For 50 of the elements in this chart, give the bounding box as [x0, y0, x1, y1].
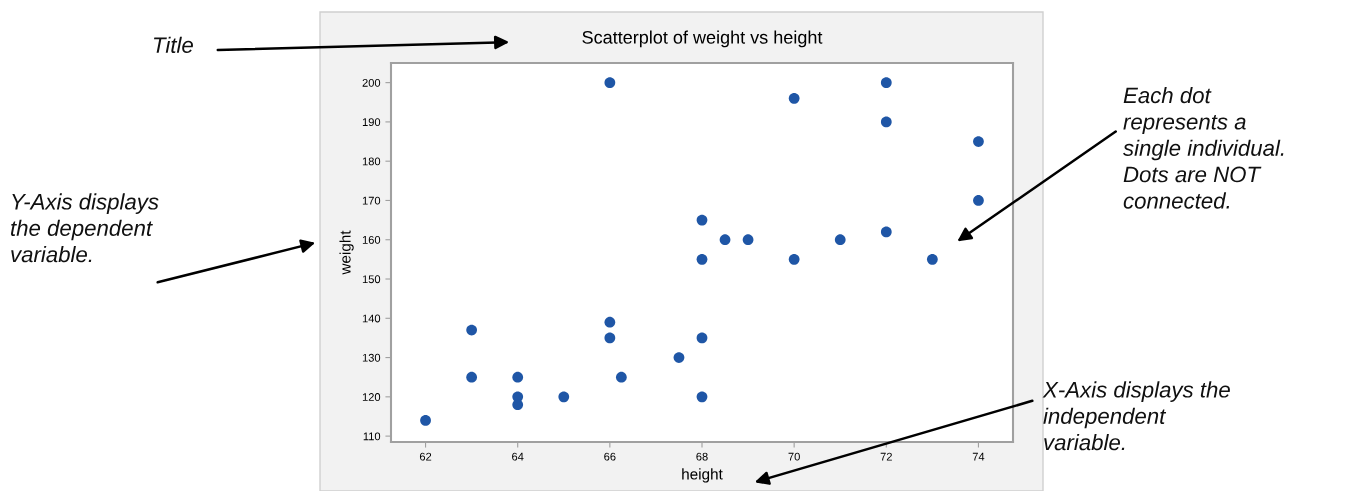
y-tick-label: 110 — [363, 432, 381, 441]
point — [615, 371, 627, 383]
point — [788, 253, 800, 265]
point — [466, 324, 478, 336]
y-tick-label: 190 — [362, 118, 381, 127]
point — [834, 234, 846, 246]
x-axis-title: height — [682, 468, 723, 483]
point — [880, 116, 892, 128]
point — [880, 226, 892, 238]
point — [604, 316, 616, 328]
x-tick-label: 66 — [604, 452, 616, 461]
y-tick-label: 150 — [362, 275, 381, 284]
point — [466, 371, 478, 383]
text: Y-Axis displays the dependent variable. — [11, 193, 159, 263]
point — [973, 195, 984, 206]
y-tick-label: 120 — [362, 393, 381, 401]
point — [880, 77, 892, 89]
y-tick-label: 170 — [362, 196, 381, 205]
point — [512, 399, 524, 411]
x-tick-label: 64 — [512, 452, 524, 461]
point — [558, 391, 570, 403]
point — [696, 253, 708, 265]
point — [696, 214, 708, 226]
point — [673, 352, 685, 363]
y-tick-label: 140 — [362, 314, 381, 323]
chart-title: Scatterplot of weight vs height — [582, 30, 823, 48]
x-tick-label: 62 — [419, 452, 432, 461]
point — [742, 234, 754, 246]
point — [788, 92, 800, 104]
text: Each dot represents a single individual. Dots are NOT connected. — [1123, 86, 1284, 209]
y-tick-label: 200 — [362, 78, 381, 87]
point — [926, 253, 938, 265]
x-tick-label: 68 — [696, 452, 708, 461]
point — [696, 332, 708, 344]
point — [604, 332, 616, 344]
y-axis-title: weight — [339, 230, 354, 275]
point — [719, 234, 731, 246]
point — [604, 77, 616, 89]
y-tick-label: 180 — [362, 157, 381, 166]
text: Title — [154, 36, 193, 53]
point — [973, 136, 984, 147]
x-tick-label: 70 — [788, 452, 800, 461]
point — [512, 371, 524, 383]
x-tick-label: 74 — [972, 452, 985, 461]
point — [420, 415, 431, 426]
x-tick-label: 72 — [880, 452, 892, 461]
text: X-Axis displays the independent variable. — [1042, 381, 1230, 451]
y-tick-label: 160 — [362, 236, 381, 244]
point — [696, 391, 708, 403]
y-tick-label: 130 — [362, 353, 381, 362]
